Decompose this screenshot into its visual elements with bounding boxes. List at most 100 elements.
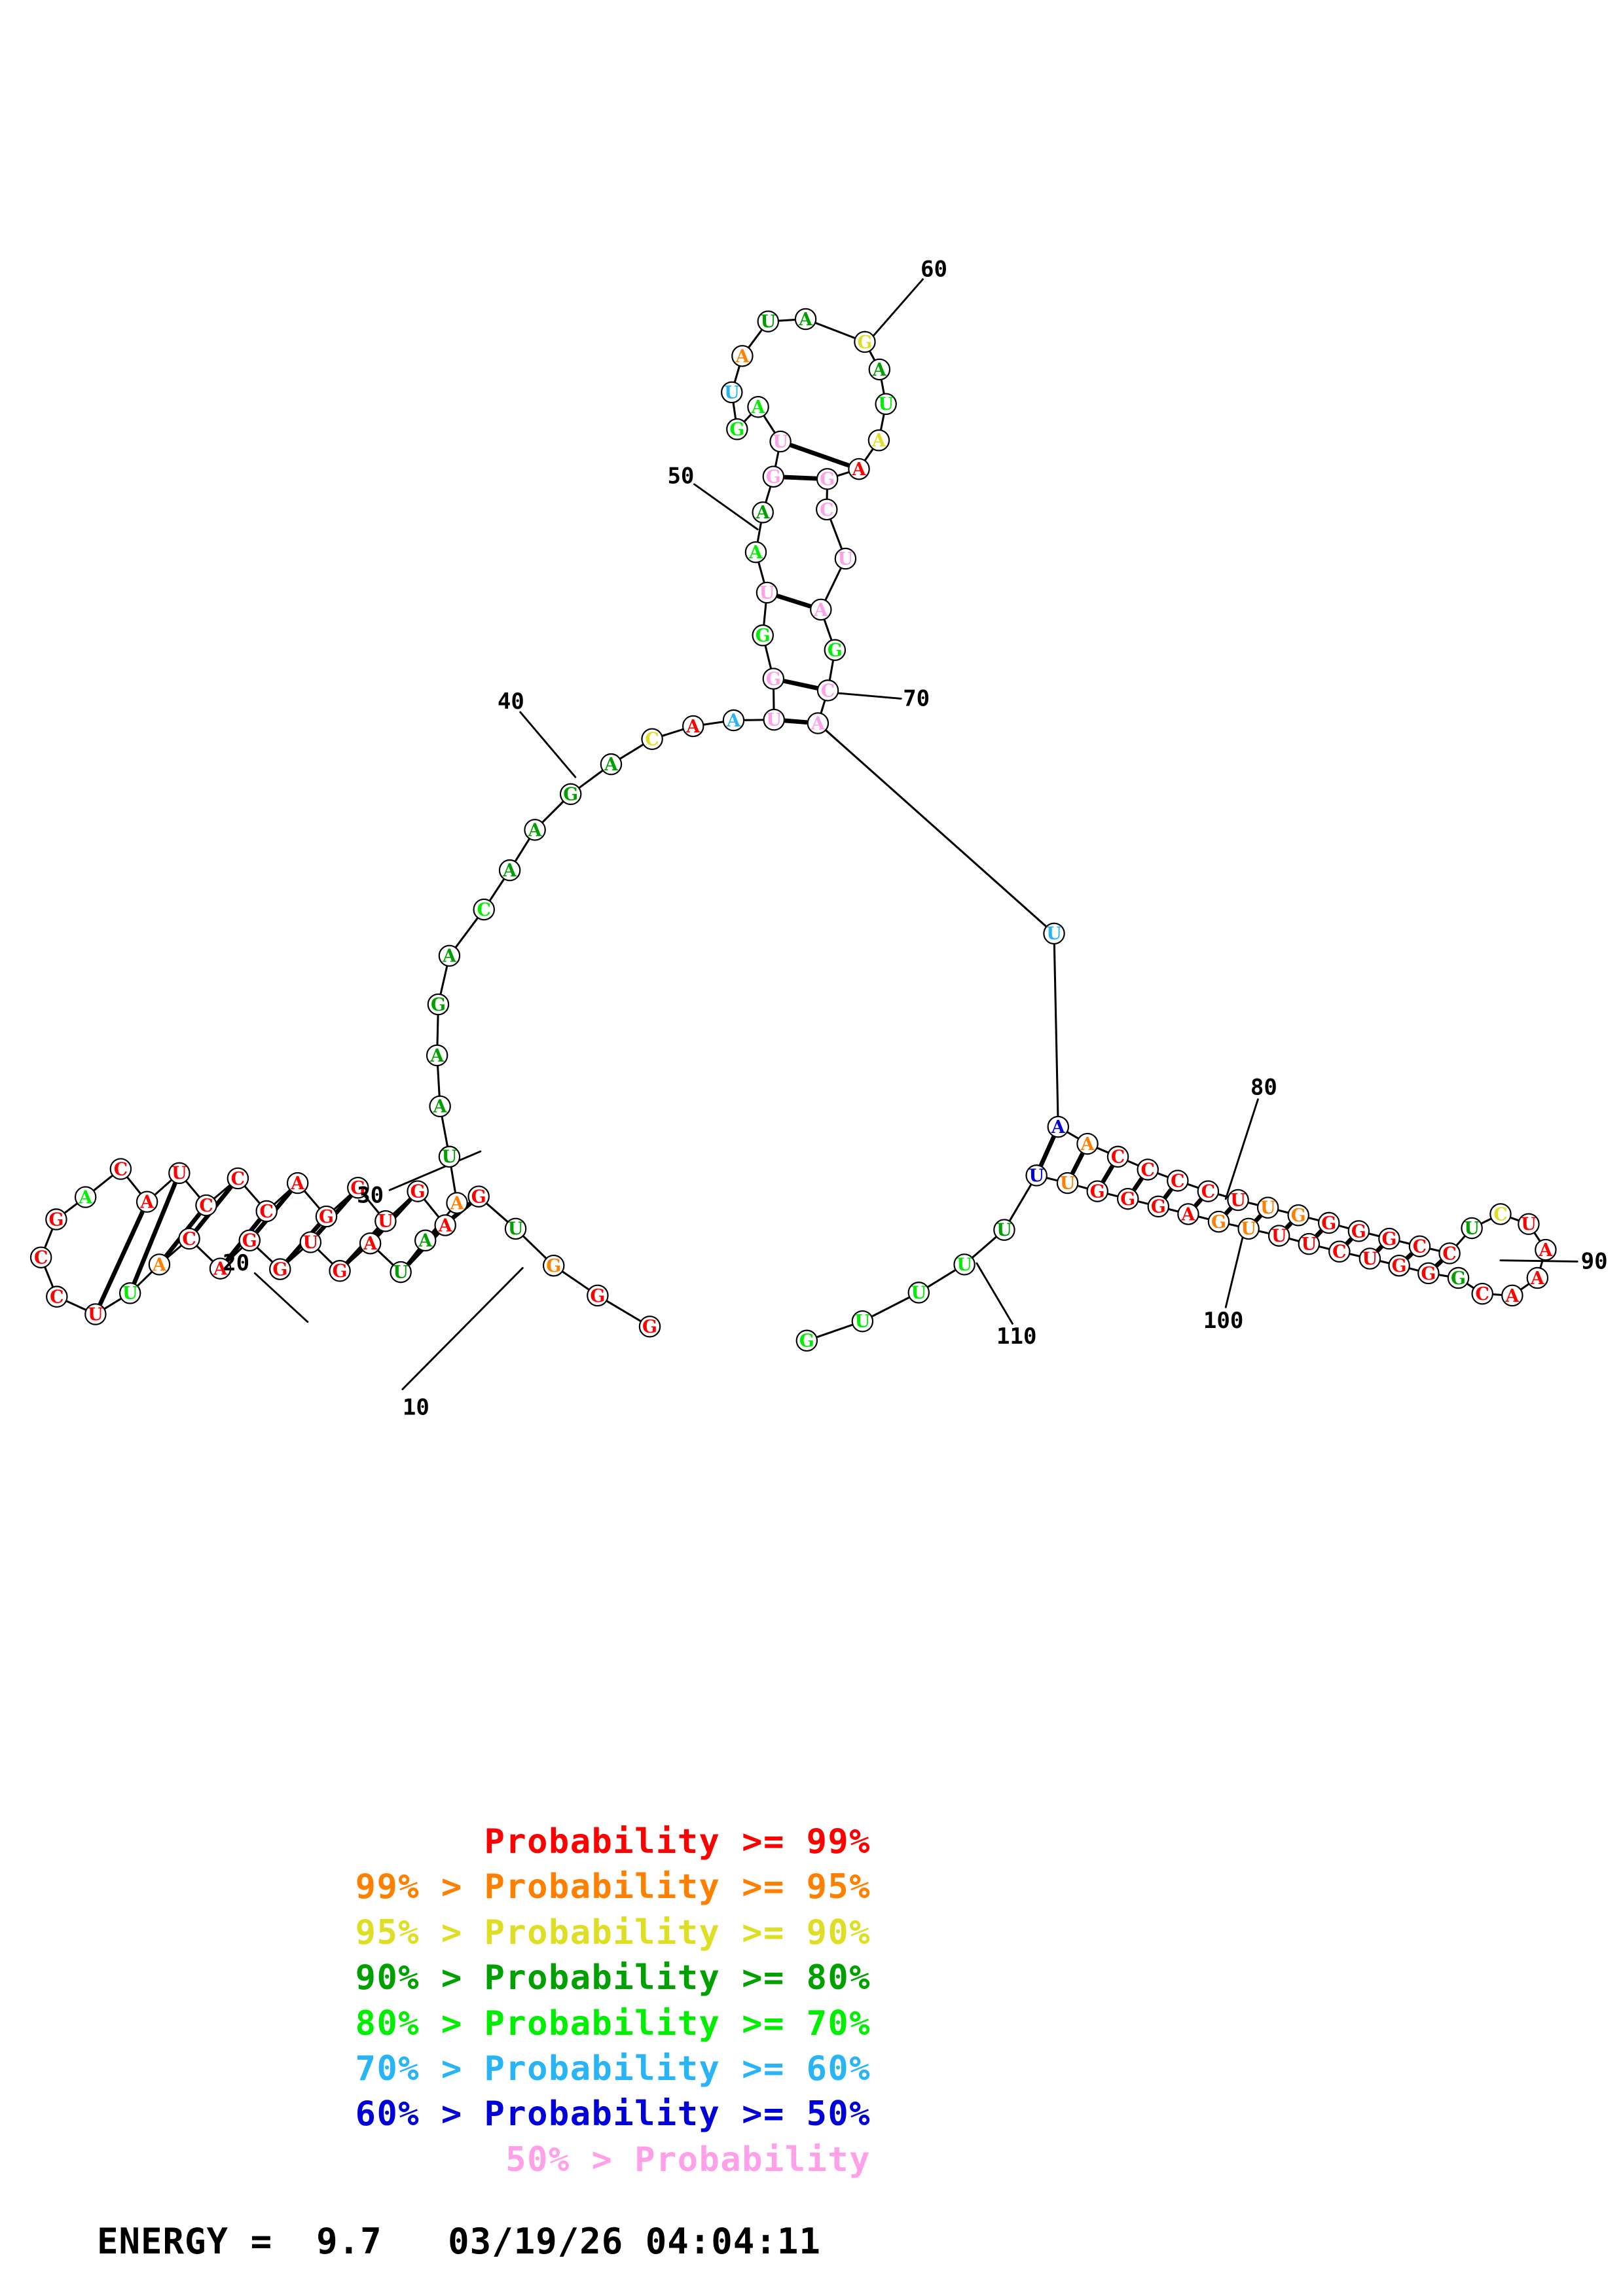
base-node[interactable]: C bbox=[195, 1194, 217, 1217]
base-node[interactable]: U bbox=[1461, 1217, 1483, 1240]
base-node[interactable]: G bbox=[816, 468, 839, 490]
base-node[interactable]: A bbox=[286, 1172, 309, 1194]
base-node[interactable]: U bbox=[438, 1145, 461, 1168]
base-node[interactable]: U bbox=[1056, 1172, 1079, 1194]
base-node[interactable]: C bbox=[1106, 1145, 1129, 1168]
base-node[interactable]: G bbox=[752, 624, 774, 647]
base-node[interactable]: G bbox=[1086, 1180, 1108, 1202]
base-node[interactable]: A bbox=[867, 429, 890, 452]
base-node[interactable]: U bbox=[1298, 1232, 1321, 1255]
base-node[interactable]: C bbox=[1167, 1170, 1189, 1192]
base-node[interactable]: U bbox=[1359, 1247, 1381, 1270]
base-node[interactable]: A bbox=[1076, 1132, 1099, 1155]
base-node[interactable]: C bbox=[29, 1246, 52, 1268]
base-node[interactable]: U bbox=[756, 581, 778, 604]
base-node[interactable]: A bbox=[731, 345, 754, 367]
base-node[interactable]: A bbox=[429, 1095, 451, 1118]
base-node[interactable]: G bbox=[1117, 1187, 1139, 1210]
base-node[interactable]: U bbox=[1518, 1213, 1540, 1235]
base-node[interactable]: U bbox=[907, 1282, 930, 1304]
base-node[interactable]: A bbox=[74, 1186, 97, 1208]
base-node[interactable]: A bbox=[148, 1253, 171, 1276]
base-node[interactable]: C bbox=[1471, 1282, 1493, 1305]
base-node[interactable]: A bbox=[794, 308, 817, 331]
base-node[interactable]: G bbox=[762, 465, 785, 488]
base-node[interactable]: G bbox=[315, 1205, 338, 1228]
base-node[interactable]: A bbox=[810, 598, 832, 621]
base-node[interactable]: C bbox=[816, 498, 838, 521]
base-node[interactable]: G bbox=[329, 1260, 351, 1282]
base-node[interactable]: A bbox=[446, 1192, 468, 1214]
base-node[interactable]: A bbox=[682, 715, 704, 738]
base-node[interactable]: A bbox=[209, 1257, 232, 1280]
base-node[interactable]: U bbox=[299, 1231, 322, 1253]
base-node[interactable]: A bbox=[752, 501, 774, 524]
base-node[interactable]: U bbox=[390, 1261, 412, 1283]
base-node[interactable]: G bbox=[795, 1329, 818, 1352]
base-node[interactable]: U bbox=[875, 393, 897, 416]
base-node[interactable]: U bbox=[953, 1253, 976, 1276]
base-node[interactable]: A bbox=[524, 819, 546, 841]
base-node[interactable]: G bbox=[347, 1176, 369, 1199]
base-node[interactable]: G bbox=[1287, 1204, 1309, 1227]
base-node[interactable]: A bbox=[1047, 1115, 1070, 1138]
base-node[interactable]: G bbox=[467, 1185, 490, 1208]
base-node[interactable]: C bbox=[1438, 1242, 1461, 1265]
base-node[interactable]: A bbox=[600, 753, 623, 776]
base-node[interactable]: G bbox=[1347, 1220, 1370, 1242]
base-node[interactable]: A bbox=[807, 712, 830, 734]
base-node[interactable]: C bbox=[1197, 1180, 1220, 1202]
base-node[interactable]: C bbox=[227, 1167, 249, 1190]
base-node[interactable]: G bbox=[1378, 1227, 1400, 1250]
base-node[interactable]: U bbox=[721, 381, 743, 404]
base-node[interactable]: G bbox=[427, 993, 450, 1016]
base-node[interactable]: U bbox=[1227, 1189, 1249, 1211]
base-node[interactable]: A bbox=[1535, 1238, 1557, 1261]
base-node[interactable]: U bbox=[374, 1210, 397, 1232]
base-node[interactable]: A bbox=[498, 859, 521, 882]
base-node[interactable]: C bbox=[109, 1158, 132, 1180]
base-node[interactable]: U bbox=[1025, 1164, 1048, 1187]
base-node[interactable]: U bbox=[851, 1310, 874, 1333]
base-node[interactable]: G bbox=[407, 1180, 429, 1202]
base-node[interactable]: A bbox=[722, 709, 745, 732]
base-node[interactable]: U bbox=[119, 1282, 141, 1304]
base-node[interactable]: A bbox=[868, 358, 891, 381]
base-node[interactable]: A bbox=[1177, 1203, 1199, 1225]
base-node[interactable]: G bbox=[638, 1316, 661, 1338]
base-node[interactable]: U bbox=[757, 310, 780, 332]
base-node[interactable]: C bbox=[1489, 1203, 1512, 1225]
base-node[interactable]: U bbox=[1256, 1196, 1279, 1219]
base-node[interactable]: C bbox=[1408, 1235, 1431, 1257]
base-node[interactable]: U bbox=[1237, 1217, 1260, 1240]
base-node[interactable]: G bbox=[542, 1255, 565, 1277]
base-node[interactable]: G bbox=[269, 1258, 291, 1280]
base-node[interactable]: U bbox=[504, 1217, 527, 1240]
base-node[interactable]: C bbox=[816, 679, 839, 702]
base-node[interactable]: C bbox=[178, 1227, 200, 1250]
base-node[interactable]: G bbox=[559, 783, 582, 806]
base-node[interactable]: G bbox=[1147, 1195, 1170, 1218]
base-node[interactable]: G bbox=[238, 1229, 261, 1251]
base-node[interactable]: G bbox=[762, 668, 785, 690]
base-node[interactable]: G bbox=[726, 418, 748, 440]
base-node[interactable]: A bbox=[744, 541, 767, 564]
base-node[interactable]: C bbox=[255, 1200, 278, 1223]
base-node[interactable]: U bbox=[769, 430, 792, 453]
base-node[interactable]: U bbox=[1267, 1225, 1290, 1247]
base-node[interactable]: A bbox=[1526, 1266, 1549, 1289]
base-node[interactable]: U bbox=[763, 708, 785, 731]
base-node[interactable]: C bbox=[641, 728, 663, 750]
base-node[interactable]: C bbox=[1328, 1240, 1351, 1263]
base-node[interactable]: G bbox=[1207, 1210, 1230, 1233]
base-node[interactable]: C bbox=[473, 898, 495, 921]
base-node[interactable]: G bbox=[45, 1208, 67, 1230]
base-node[interactable]: G bbox=[587, 1284, 609, 1307]
base-node[interactable]: U bbox=[834, 547, 857, 570]
base-node[interactable]: A bbox=[747, 396, 769, 418]
base-node[interactable]: U bbox=[168, 1162, 191, 1185]
base-node[interactable]: U bbox=[993, 1219, 1015, 1241]
base-node[interactable]: U bbox=[84, 1303, 107, 1325]
base-node[interactable]: C bbox=[1137, 1158, 1159, 1181]
base-node[interactable]: A bbox=[1501, 1284, 1523, 1307]
